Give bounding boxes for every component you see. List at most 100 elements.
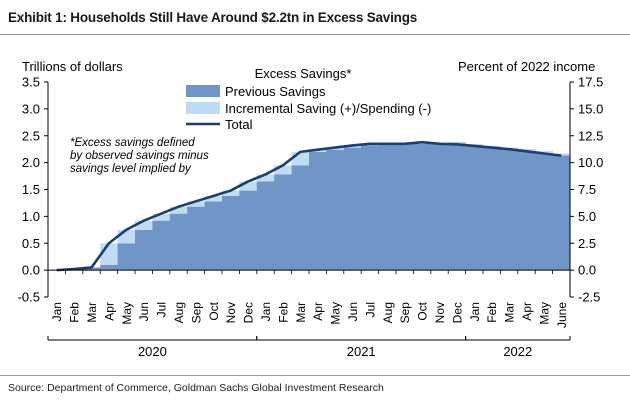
- annotation-line: by observed savings minus: [70, 150, 209, 162]
- incremental-saving-bar: [274, 165, 292, 175]
- month-tick-label: Feb: [485, 302, 499, 323]
- previous-savings-bar: [152, 220, 171, 271]
- previous-savings-bar: [396, 143, 414, 271]
- left-axis-tick-label: 0.0: [22, 263, 40, 278]
- right-axis-label: Percent of 2022 income: [458, 59, 595, 74]
- incremental-saving-bar: [291, 151, 310, 166]
- month-tick-label: Nov: [224, 302, 238, 323]
- year-label: 2020: [138, 344, 167, 359]
- month-tick-label: Jul: [363, 302, 377, 317]
- month-tick-label: Jun: [346, 302, 360, 321]
- legend-swatch-incremental: [186, 102, 220, 114]
- previous-savings-bar: [378, 143, 397, 271]
- month-tick-label: Jan: [468, 302, 482, 321]
- month-tick-label: Aug: [381, 302, 395, 323]
- month-tick-label: Jan: [259, 302, 273, 321]
- month-tick-label: May: [329, 302, 343, 325]
- previous-savings-bar: [82, 267, 101, 271]
- left-axis-label: Trillions of dollars: [22, 59, 123, 74]
- total-series-line: [56, 140, 562, 272]
- previous-savings-bar: [256, 181, 275, 271]
- incremental-saving-bar: [552, 153, 571, 156]
- right-axis-tick-label: 2.5: [578, 236, 596, 251]
- incremental-saving-bar: [169, 206, 188, 214]
- previous-savings-bar: [222, 195, 240, 271]
- previous-savings-bar: [343, 147, 362, 271]
- left-axis-tick-label: 3.0: [22, 101, 40, 116]
- previous-savings-bar: [430, 143, 449, 271]
- previous-savings-bar: [204, 201, 223, 271]
- incremental-saving-bar: [152, 213, 171, 221]
- previous-savings-bar: [500, 147, 519, 271]
- year-label: 2021: [347, 344, 376, 359]
- left-axis-tick-label: 1.5: [22, 182, 40, 197]
- previous-savings-bar: [187, 206, 205, 271]
- exhibit-title: Exhibit 1: Households Still Have Around …: [8, 10, 418, 25]
- chart-title: Excess Savings*: [255, 66, 352, 81]
- right-axis-tick-label: 17.5: [578, 75, 603, 90]
- right-axis-tick-label: 7.5: [578, 182, 596, 197]
- month-tick-label: Mar: [294, 302, 308, 323]
- title-divider: [0, 34, 630, 35]
- incremental-saving-bar: [222, 190, 240, 196]
- previous-savings-bar: [117, 243, 136, 271]
- right-axis-tick-label: 5.0: [578, 209, 596, 224]
- previous-savings-bar: [291, 165, 310, 271]
- incremental-saving-bar: [100, 243, 118, 265]
- month-tick-label: Jan: [50, 302, 64, 321]
- left-axis-tick-label: 0.5: [22, 236, 40, 251]
- incremental-saving-bar: [239, 181, 258, 191]
- previous-savings-bar: [465, 144, 484, 271]
- previous-savings-bar: [169, 213, 188, 271]
- month-tick-label: Apr: [311, 302, 325, 321]
- previous-savings-bar: [535, 151, 553, 271]
- incremental-saving-bar: [204, 195, 223, 202]
- incremental-saving-bar: [117, 229, 136, 244]
- year-label: 2022: [503, 344, 532, 359]
- previous-savings-bar: [135, 229, 153, 271]
- source-divider: [0, 375, 630, 376]
- left-axis-tick-label: -0.5: [18, 290, 40, 305]
- legend-label-previous-savings: Previous Savings: [225, 84, 326, 99]
- left-axis-tick-label: 1.0: [22, 209, 40, 224]
- right-axis-tick-label: 10.0: [578, 155, 603, 170]
- previous-savings-bar: [483, 145, 501, 271]
- previous-savings-bar: [413, 143, 432, 271]
- legend-label-incremental: Incremental Saving (+)/Spending (-): [225, 101, 431, 116]
- right-axis-tick-label: -2.5: [578, 290, 600, 305]
- left-axis-tick-label: 3.5: [22, 75, 40, 90]
- month-tick-label: Nov: [433, 302, 447, 323]
- right-axis-tick-label: 12.5: [578, 128, 603, 143]
- month-tick-label: Feb: [68, 302, 82, 323]
- month-tick-label: Mar: [503, 302, 517, 323]
- month-tick-label: May: [537, 302, 551, 325]
- annotation-line: savings level implied by: [70, 163, 192, 175]
- previous-savings-bar: [517, 149, 536, 271]
- incremental-saving-bar: [135, 220, 153, 230]
- legend-label-total: Total: [225, 117, 253, 132]
- previous-savings-bar: [274, 174, 292, 271]
- incremental-saving-bar: [256, 174, 275, 182]
- month-tick-label: Oct: [207, 301, 221, 320]
- source-note: Source: Department of Commerce, Goldman …: [8, 382, 384, 394]
- month-tick-label: Sep: [189, 302, 203, 324]
- month-tick-label: Apr: [102, 302, 116, 321]
- previous-savings-bar: [448, 142, 466, 271]
- month-tick-label: Feb: [276, 302, 290, 323]
- right-axis-tick-label: 0.0: [578, 263, 596, 278]
- month-tick-label: Dec: [450, 302, 464, 323]
- month-tick-label: Sep: [398, 302, 412, 324]
- month-tick-label: Dec: [242, 302, 256, 323]
- month-tick-label: Jun: [137, 302, 151, 321]
- month-tick-label: Mar: [85, 302, 99, 323]
- legend-swatch-previous-savings: [186, 85, 220, 97]
- previous-savings-bar: [361, 145, 379, 271]
- month-tick-label: May: [120, 302, 134, 325]
- previous-savings-bar: [239, 190, 258, 271]
- month-tick-label: Aug: [172, 302, 186, 323]
- left-axis-tick-label: 2.5: [22, 128, 40, 143]
- month-tick-label: Apr: [520, 302, 534, 321]
- month-tick-label: June: [555, 302, 569, 328]
